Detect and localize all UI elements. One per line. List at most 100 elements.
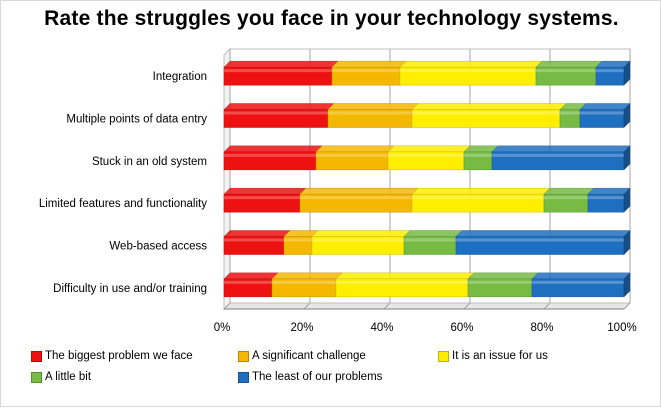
bar-highlight bbox=[412, 111, 560, 115]
category-label: Limited features and functionality bbox=[39, 198, 207, 210]
plot-back-wall bbox=[229, 48, 631, 304]
bar-highlight bbox=[224, 280, 272, 284]
category-label: Web-based access bbox=[109, 241, 207, 253]
bar-end-cap bbox=[623, 102, 631, 129]
bar-segment-top bbox=[399, 60, 543, 68]
bar-highlight bbox=[224, 196, 300, 200]
gridline-floor bbox=[303, 302, 311, 310]
bar-end-cap bbox=[623, 60, 631, 86]
bar-highlight bbox=[336, 280, 468, 284]
bar-segment-top bbox=[335, 272, 475, 280]
bar-highlight bbox=[224, 238, 284, 242]
bar-highlight bbox=[400, 69, 536, 73]
bar-highlight bbox=[312, 238, 404, 242]
bar-segment-top bbox=[327, 103, 419, 110]
legend-swatch bbox=[31, 371, 42, 383]
bar-highlight bbox=[284, 238, 312, 242]
legend-item: The least of our problems bbox=[238, 371, 382, 383]
bar-highlight bbox=[224, 69, 332, 73]
category-label: Multiple points of data entry bbox=[66, 114, 207, 126]
bar-segment-top bbox=[223, 145, 323, 153]
legend-swatch bbox=[238, 350, 249, 362]
bar-highlight bbox=[316, 153, 388, 157]
bar-highlight bbox=[404, 238, 456, 242]
bar-segment-top bbox=[223, 60, 339, 68]
bar-highlight bbox=[588, 196, 624, 200]
bar-highlight bbox=[464, 153, 492, 157]
legend-item: It is an issue for us bbox=[438, 350, 548, 362]
bar-segment-top bbox=[411, 103, 567, 110]
bar-segment-top bbox=[455, 230, 631, 237]
legend-item: A significant challenge bbox=[238, 350, 366, 362]
bar-segment-top bbox=[387, 145, 471, 153]
bar-segment-top bbox=[331, 60, 407, 68]
bar-highlight bbox=[224, 153, 316, 157]
bar-segment-top bbox=[271, 272, 343, 280]
gridline-floor bbox=[543, 302, 551, 310]
legend-item: The biggest problem we face bbox=[31, 350, 193, 362]
bar-end-cap bbox=[623, 145, 631, 171]
bar-highlight bbox=[560, 111, 580, 115]
x-tick-label: 0% bbox=[214, 322, 231, 334]
bar-segment-top bbox=[223, 103, 335, 110]
bar-segment-top bbox=[491, 145, 631, 153]
category-label: Stuck in an old system bbox=[92, 156, 207, 168]
bar-highlight bbox=[456, 238, 624, 242]
bar-segment-top bbox=[311, 230, 411, 237]
bar-highlight bbox=[272, 280, 336, 284]
bar-segment-top bbox=[411, 187, 551, 195]
category-label: Integration bbox=[153, 71, 207, 83]
bar-segment-top bbox=[587, 187, 631, 195]
bar-segment-top bbox=[299, 187, 419, 195]
bar-highlight bbox=[468, 280, 532, 284]
legend-swatch bbox=[31, 350, 42, 362]
bar-highlight bbox=[544, 196, 588, 200]
bar-segment-top bbox=[223, 187, 307, 195]
bar-highlight bbox=[536, 69, 596, 73]
bar-segment-top bbox=[315, 145, 395, 153]
legend-label: The least of our problems bbox=[252, 371, 383, 383]
gridline-floor bbox=[223, 302, 231, 310]
bar-segment-top bbox=[403, 230, 463, 237]
bar-segment-top bbox=[531, 272, 631, 280]
x-tick-label: 80% bbox=[530, 322, 553, 334]
legend-item: A little bit bbox=[31, 371, 91, 383]
bar-highlight bbox=[328, 111, 412, 115]
chart-legend: The biggest problem we face A significant… bbox=[31, 350, 651, 400]
gridline-floor bbox=[383, 302, 391, 310]
bar-end-cap bbox=[623, 272, 631, 298]
gridline-floor bbox=[463, 302, 471, 310]
bar-highlight bbox=[532, 280, 624, 284]
bar-end-cap bbox=[623, 187, 631, 213]
legend-swatch bbox=[438, 350, 449, 362]
legend-label: It is an issue for us bbox=[452, 350, 548, 362]
category-label: Difficulty in use and/or training bbox=[53, 283, 207, 295]
bar-highlight bbox=[412, 196, 544, 200]
gridline-floor bbox=[623, 302, 631, 310]
x-tick-label: 20% bbox=[290, 322, 313, 334]
legend-label: A significant challenge bbox=[252, 350, 366, 362]
bar-segment-top bbox=[467, 272, 539, 280]
bar-highlight bbox=[224, 111, 328, 115]
bar-highlight bbox=[596, 69, 624, 73]
plot-floor bbox=[222, 302, 632, 310]
x-tick-label: 40% bbox=[370, 322, 393, 334]
bar-highlight bbox=[300, 196, 412, 200]
bar-end-cap bbox=[623, 229, 631, 256]
legend-label: The biggest problem we face bbox=[45, 350, 193, 362]
bar-highlight bbox=[332, 69, 400, 73]
bar-highlight bbox=[580, 111, 624, 115]
x-tick-label: 60% bbox=[450, 322, 473, 334]
bar-segment-top bbox=[535, 60, 603, 68]
bar-segment-top bbox=[543, 187, 595, 195]
bar-segment-top bbox=[579, 103, 631, 110]
legend-label: A little bit bbox=[45, 371, 92, 383]
chart-title: Rate the struggles you face in your tech… bbox=[44, 7, 619, 30]
bar-segment-top bbox=[223, 272, 279, 280]
bar-segment-top bbox=[223, 230, 291, 237]
bar-highlight bbox=[492, 153, 624, 157]
legend-swatch bbox=[238, 371, 249, 383]
plot-side-wall bbox=[223, 47, 231, 311]
